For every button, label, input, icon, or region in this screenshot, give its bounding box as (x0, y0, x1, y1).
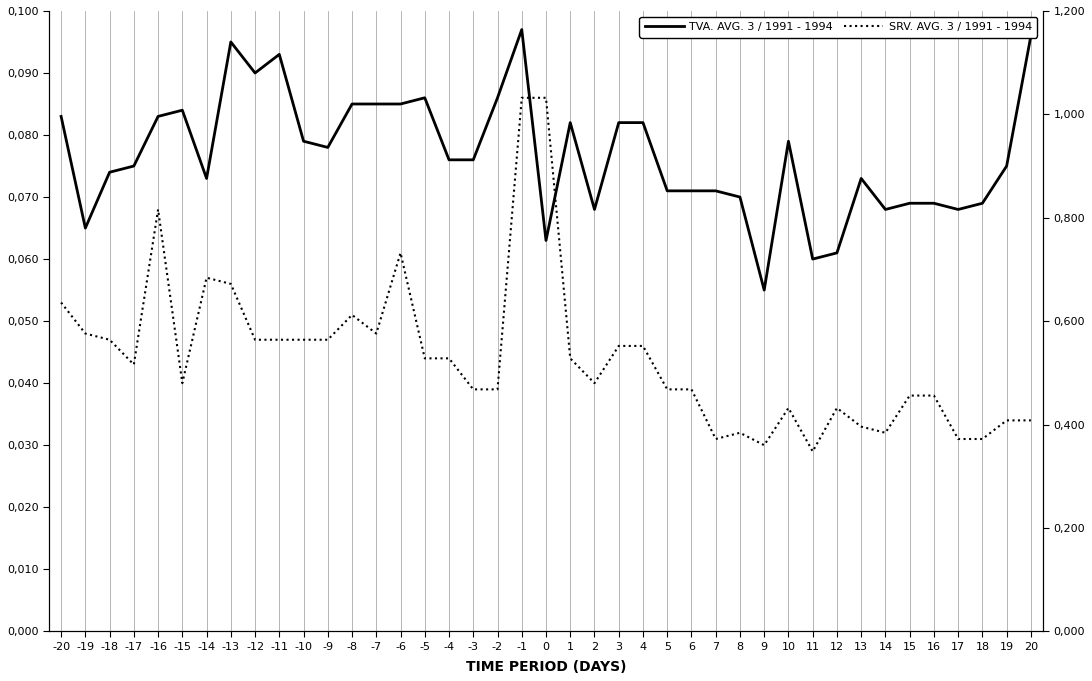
SRV. AVG. 3 / 1991 - 1994 (806, 447, 819, 456)
SRV. AVG. 3 / 1991 - 1994 (273, 336, 286, 344)
TVA. AVG. 3 / 1991 - 1994 (734, 193, 747, 201)
Line: TVA. AVG. 3 / 1991 - 1994: TVA. AVG. 3 / 1991 - 1994 (61, 29, 1031, 290)
TVA. AVG. 3 / 1991 - 1994 (79, 224, 92, 232)
SRV. AVG. 3 / 1991 - 1994 (758, 441, 771, 449)
SRV. AVG. 3 / 1991 - 1994 (830, 404, 843, 412)
SRV. AVG. 3 / 1991 - 1994 (685, 385, 698, 394)
TVA. AVG. 3 / 1991 - 1994 (685, 187, 698, 195)
SRV. AVG. 3 / 1991 - 1994 (128, 360, 141, 368)
SRV. AVG. 3 / 1991 - 1994 (152, 206, 165, 214)
TVA. AVG. 3 / 1991 - 1994 (200, 174, 213, 183)
TVA. AVG. 3 / 1991 - 1994 (613, 118, 626, 127)
TVA. AVG. 3 / 1991 - 1994 (1000, 162, 1013, 170)
TVA. AVG. 3 / 1991 - 1994 (782, 137, 795, 145)
TVA. AVG. 3 / 1991 - 1994 (55, 112, 68, 121)
TVA. AVG. 3 / 1991 - 1994 (152, 112, 165, 121)
TVA. AVG. 3 / 1991 - 1994 (587, 206, 601, 214)
TVA. AVG. 3 / 1991 - 1994 (806, 255, 819, 263)
TVA. AVG. 3 / 1991 - 1994 (879, 206, 892, 214)
TVA. AVG. 3 / 1991 - 1994 (128, 162, 141, 170)
SRV. AVG. 3 / 1991 - 1994 (879, 429, 892, 437)
SRV. AVG. 3 / 1991 - 1994 (491, 385, 505, 394)
SRV. AVG. 3 / 1991 - 1994 (55, 298, 68, 306)
TVA. AVG. 3 / 1991 - 1994 (637, 118, 650, 127)
TVA. AVG. 3 / 1991 - 1994 (491, 94, 505, 102)
SRV. AVG. 3 / 1991 - 1994 (709, 435, 722, 443)
SRV. AVG. 3 / 1991 - 1994 (951, 435, 964, 443)
TVA. AVG. 3 / 1991 - 1994 (758, 286, 771, 294)
TVA. AVG. 3 / 1991 - 1994 (903, 199, 916, 207)
TVA. AVG. 3 / 1991 - 1994 (855, 174, 868, 183)
TVA. AVG. 3 / 1991 - 1994 (418, 94, 431, 102)
SRV. AVG. 3 / 1991 - 1994 (976, 435, 989, 443)
SRV. AVG. 3 / 1991 - 1994 (903, 392, 916, 400)
TVA. AVG. 3 / 1991 - 1994 (539, 236, 553, 244)
SRV. AVG. 3 / 1991 - 1994 (442, 354, 455, 362)
TVA. AVG. 3 / 1991 - 1994 (951, 206, 964, 214)
TVA. AVG. 3 / 1991 - 1994 (103, 168, 116, 176)
TVA. AVG. 3 / 1991 - 1994 (563, 118, 577, 127)
TVA. AVG. 3 / 1991 - 1994 (466, 156, 479, 164)
SRV. AVG. 3 / 1991 - 1994 (855, 422, 868, 430)
SRV. AVG. 3 / 1991 - 1994 (927, 392, 940, 400)
TVA. AVG. 3 / 1991 - 1994 (661, 187, 674, 195)
Legend: TVA. AVG. 3 / 1991 - 1994, SRV. AVG. 3 / 1991 - 1994: TVA. AVG. 3 / 1991 - 1994, SRV. AVG. 3 /… (639, 16, 1037, 37)
SRV. AVG. 3 / 1991 - 1994 (345, 311, 358, 319)
TVA. AVG. 3 / 1991 - 1994 (1024, 32, 1037, 40)
TVA. AVG. 3 / 1991 - 1994 (273, 50, 286, 59)
SRV. AVG. 3 / 1991 - 1994 (613, 342, 626, 350)
TVA. AVG. 3 / 1991 - 1994 (249, 69, 262, 77)
SRV. AVG. 3 / 1991 - 1994 (1024, 416, 1037, 424)
SRV. AVG. 3 / 1991 - 1994 (249, 336, 262, 344)
TVA. AVG. 3 / 1991 - 1994 (927, 199, 940, 207)
SRV. AVG. 3 / 1991 - 1994 (418, 354, 431, 362)
TVA. AVG. 3 / 1991 - 1994 (709, 187, 722, 195)
TVA. AVG. 3 / 1991 - 1994 (297, 137, 310, 145)
SRV. AVG. 3 / 1991 - 1994 (734, 429, 747, 437)
SRV. AVG. 3 / 1991 - 1994 (394, 249, 407, 257)
SRV. AVG. 3 / 1991 - 1994 (515, 94, 529, 102)
TVA. AVG. 3 / 1991 - 1994 (442, 156, 455, 164)
SRV. AVG. 3 / 1991 - 1994 (1000, 416, 1013, 424)
Line: SRV. AVG. 3 / 1991 - 1994: SRV. AVG. 3 / 1991 - 1994 (61, 98, 1031, 452)
TVA. AVG. 3 / 1991 - 1994 (176, 106, 189, 114)
SRV. AVG. 3 / 1991 - 1994 (79, 330, 92, 338)
TVA. AVG. 3 / 1991 - 1994 (345, 100, 358, 108)
TVA. AVG. 3 / 1991 - 1994 (976, 199, 989, 207)
SRV. AVG. 3 / 1991 - 1994 (103, 336, 116, 344)
TVA. AVG. 3 / 1991 - 1994 (224, 38, 237, 46)
TVA. AVG. 3 / 1991 - 1994 (394, 100, 407, 108)
SRV. AVG. 3 / 1991 - 1994 (200, 274, 213, 282)
TVA. AVG. 3 / 1991 - 1994 (830, 249, 843, 257)
X-axis label: TIME PERIOD (DAYS): TIME PERIOD (DAYS) (466, 660, 626, 674)
TVA. AVG. 3 / 1991 - 1994 (370, 100, 383, 108)
SRV. AVG. 3 / 1991 - 1994 (321, 336, 334, 344)
SRV. AVG. 3 / 1991 - 1994 (587, 379, 601, 387)
SRV. AVG. 3 / 1991 - 1994 (539, 94, 553, 102)
SRV. AVG. 3 / 1991 - 1994 (176, 379, 189, 387)
TVA. AVG. 3 / 1991 - 1994 (515, 25, 529, 33)
SRV. AVG. 3 / 1991 - 1994 (224, 280, 237, 288)
SRV. AVG. 3 / 1991 - 1994 (297, 336, 310, 344)
SRV. AVG. 3 / 1991 - 1994 (466, 385, 479, 394)
SRV. AVG. 3 / 1991 - 1994 (782, 404, 795, 412)
SRV. AVG. 3 / 1991 - 1994 (563, 354, 577, 362)
SRV. AVG. 3 / 1991 - 1994 (637, 342, 650, 350)
SRV. AVG. 3 / 1991 - 1994 (370, 330, 383, 338)
SRV. AVG. 3 / 1991 - 1994 (661, 385, 674, 394)
TVA. AVG. 3 / 1991 - 1994 (321, 143, 334, 151)
